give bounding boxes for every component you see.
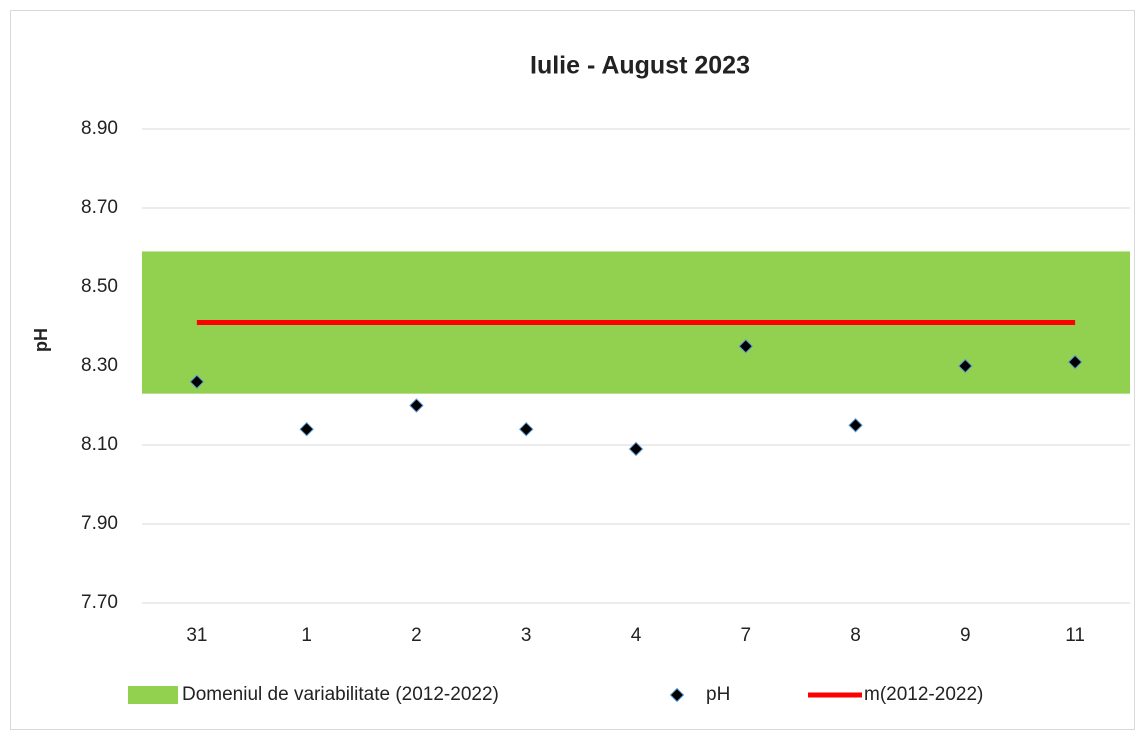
y-axis-label: pH	[31, 328, 51, 352]
y-tick-label: 7.90	[81, 513, 118, 534]
legend-label: Domeniul de variabilitate (2012-2022)	[182, 684, 499, 705]
data-point	[189, 374, 205, 390]
legend-label: m(2012-2022)	[864, 684, 983, 705]
x-tick-label: 8	[850, 625, 861, 646]
y-tick-label: 8.10	[81, 434, 118, 455]
x-tick-label: 4	[631, 625, 642, 646]
data-point	[409, 398, 424, 413]
data-point	[628, 441, 644, 457]
data-point	[958, 358, 973, 374]
data-point	[299, 421, 314, 437]
y-tick-label: 7.70	[81, 592, 118, 613]
legend-label: pH	[706, 684, 730, 705]
x-tick-label: 2	[411, 625, 422, 646]
y-tick-label: 8.30	[81, 355, 118, 376]
data-point	[848, 418, 863, 433]
x-tick-label: 3	[521, 625, 532, 646]
x-tick-label: 11	[1065, 625, 1085, 646]
x-tick-label: 7	[740, 625, 751, 646]
x-tick-label: 9	[960, 625, 971, 646]
y-tick-label: 8.70	[81, 197, 118, 218]
y-tick-label: 8.50	[81, 276, 118, 297]
legend-marker	[669, 687, 685, 703]
chart-title: Iulie - August 2023	[530, 52, 750, 80]
x-tick-label: 31	[186, 625, 207, 646]
x-tick-label: 1	[301, 625, 312, 646]
legend-swatch	[128, 686, 178, 704]
y-tick-label: 8.90	[81, 118, 118, 139]
data-point	[1067, 354, 1083, 370]
data-point	[738, 339, 753, 354]
data-point	[519, 421, 534, 437]
